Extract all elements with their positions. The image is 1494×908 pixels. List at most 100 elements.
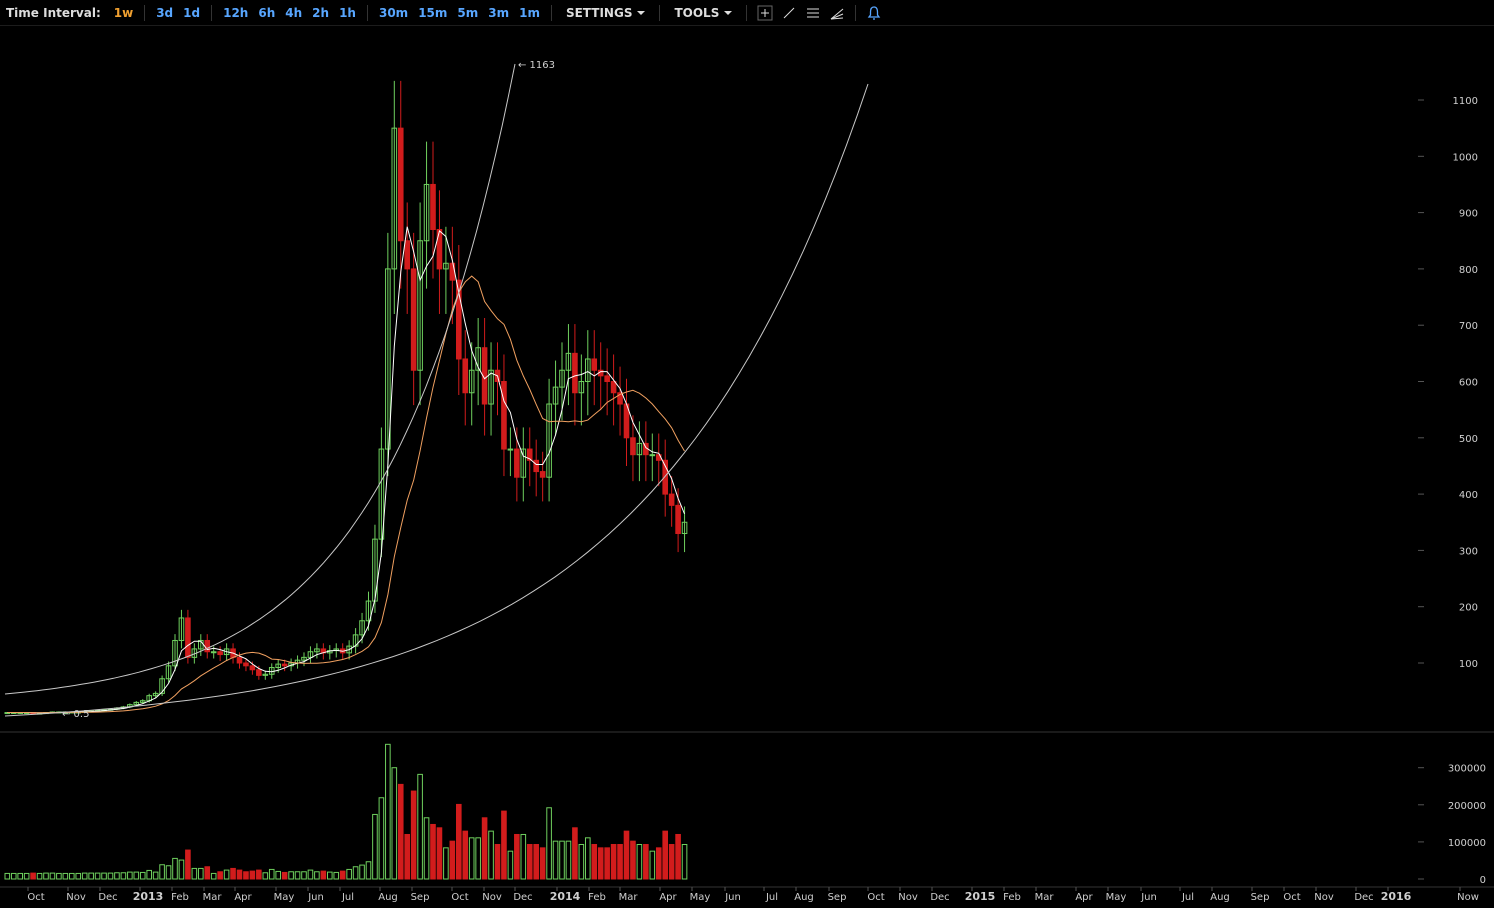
volume-bar [617, 843, 623, 880]
interval-1h[interactable]: 1h [339, 5, 356, 20]
candle-body [359, 620, 365, 636]
candle-body [243, 662, 249, 667]
volume-bar [262, 872, 269, 880]
volume-bar [372, 813, 378, 880]
volume-bar [43, 872, 49, 880]
volume-bar [378, 797, 385, 880]
volume-bar [597, 847, 604, 880]
candle-body [681, 521, 688, 535]
interval-30m[interactable]: 30m [378, 5, 409, 20]
candle-body [133, 701, 140, 706]
price-axis-label: 300 [1459, 546, 1478, 557]
candle-body [462, 358, 469, 394]
candle-body [475, 347, 481, 371]
volume-bar [591, 843, 598, 880]
volume-bar [443, 847, 449, 880]
fan-icon[interactable] [829, 5, 845, 21]
time-axis-label: Jul [1181, 892, 1194, 903]
interval-6h[interactable]: 6h [258, 5, 276, 20]
volume-bar [359, 864, 365, 880]
volume-axis-label: 300000 [1448, 764, 1486, 775]
volume-bar [172, 857, 178, 880]
separator [366, 4, 368, 21]
volume-bar [488, 830, 494, 880]
candle-body [539, 471, 546, 478]
volume-bar [178, 859, 185, 880]
volume-bar [133, 871, 140, 880]
tools-menu[interactable]: TOOLS [674, 6, 733, 20]
candle-body [546, 403, 552, 478]
candle-body [210, 651, 217, 654]
time-axis-label: Dec [930, 892, 949, 903]
separator [855, 4, 857, 21]
candle-body [404, 240, 410, 270]
chevron-down-icon [724, 11, 733, 15]
candle-body [559, 369, 565, 388]
candle-body [159, 678, 165, 694]
volume-bar [75, 872, 82, 880]
time-axis-label: Nov [1314, 892, 1334, 903]
candle-body [410, 268, 417, 371]
volume-bar [23, 872, 30, 880]
interval-5m[interactable]: 5m [457, 5, 479, 20]
volume-bar [526, 843, 533, 880]
settings-menu[interactable]: SETTINGS [566, 6, 646, 20]
time-axis-label: Aug [378, 892, 398, 903]
interval-1w[interactable]: 1w [113, 5, 134, 20]
volume-bar [69, 872, 75, 880]
time-axis-label: Nov [66, 892, 86, 903]
bell-icon[interactable] [866, 5, 882, 21]
price-axis-label: 1000 [1453, 152, 1478, 163]
interval-15m[interactable]: 15m [418, 5, 448, 20]
volume-bar [578, 843, 585, 880]
interval-1d[interactable]: 1d [183, 5, 201, 20]
volume-bar [159, 864, 165, 880]
volume-bar [81, 872, 88, 880]
volume-bar [17, 872, 23, 880]
interval-2h[interactable]: 2h [312, 5, 330, 20]
time-axis-label: Mar [203, 892, 223, 903]
interval-3d[interactable]: 3d [156, 5, 174, 20]
candle-body [585, 358, 591, 383]
volume-bar [481, 817, 488, 880]
settings-label: SETTINGS [565, 5, 633, 20]
time-axis-label: Apr [1075, 892, 1093, 903]
volume-bar [275, 870, 281, 880]
volume-bar [120, 872, 127, 880]
candle-body [346, 645, 352, 654]
candle-body [675, 504, 681, 535]
price-chart[interactable]: 100 200 300 400 500 600 700 800 900 1000 1100 0 1000… [0, 26, 1494, 908]
interval-12h[interactable]: 12h [223, 5, 249, 20]
volume-bar [655, 847, 662, 880]
volume-bar [288, 871, 294, 880]
time-axis-label: Oct [867, 892, 884, 903]
volume-bar [88, 872, 94, 880]
volume-bar [198, 867, 204, 880]
interval-1m[interactable]: 1m [519, 5, 540, 20]
volume-bar [559, 840, 565, 880]
volume-bar [539, 847, 546, 880]
line-icon[interactable] [781, 5, 797, 21]
crosshair-icon[interactable] [757, 5, 773, 21]
candle-body [217, 651, 223, 656]
volume-bar [675, 833, 681, 880]
chevron-down-icon [637, 11, 646, 15]
candle-body [236, 656, 243, 664]
volume-bar [10, 872, 17, 880]
candle-body [262, 673, 269, 676]
candle-body [604, 375, 610, 382]
volume-bar [127, 871, 133, 880]
volume-bar [507, 850, 514, 880]
volume-bar [552, 840, 559, 880]
interval-4h[interactable]: 4h [285, 5, 303, 20]
volume-axis-label: 100000 [1448, 838, 1486, 849]
candle-body [481, 347, 488, 405]
interval-3m[interactable]: 3m [488, 5, 510, 20]
candle-body [630, 437, 636, 456]
horizontal-lines-icon[interactable] [805, 5, 821, 21]
candle-body [172, 639, 178, 667]
candle-body [275, 663, 281, 669]
volume-bar [585, 837, 591, 880]
volume-bar [494, 843, 501, 880]
volume-bar [546, 807, 552, 880]
